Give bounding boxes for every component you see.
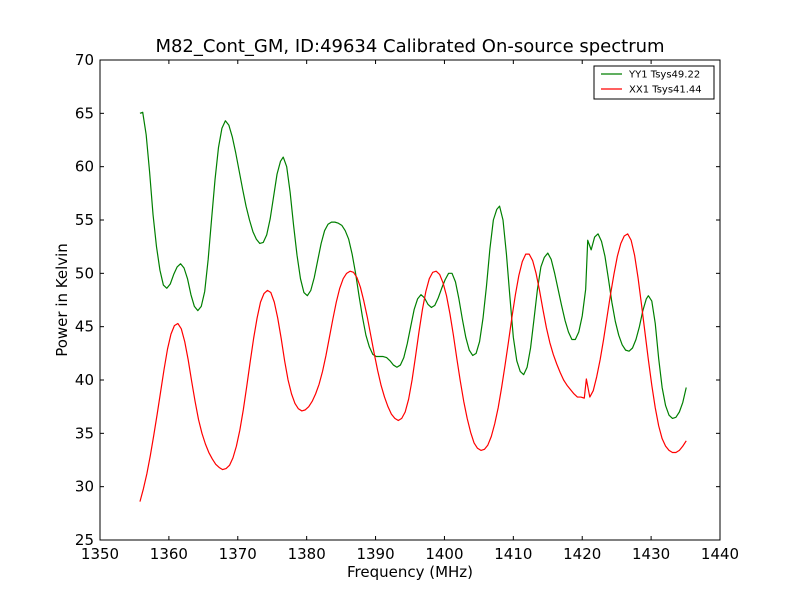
chart-title: M82_Cont_GM, ID:49634 Calibrated On-sour…	[155, 36, 664, 57]
y-tick-label: 50	[75, 264, 94, 282]
x-tick-label: 1370	[219, 545, 257, 563]
x-tick-label: 1360	[150, 545, 188, 563]
series-line-yy1	[139, 111, 687, 419]
y-tick-label: 60	[75, 158, 94, 176]
y-axis-label: Power in Kelvin	[53, 243, 71, 357]
y-tick-label: 35	[75, 424, 94, 442]
x-tick-label: 1380	[288, 545, 326, 563]
series-layer	[139, 111, 687, 502]
y-tick-label: 25	[75, 531, 94, 549]
x-tick-label: 1420	[563, 545, 601, 563]
legend-label-yy1: YY1 Tsys49.22	[628, 70, 700, 81]
y-tick-label: 70	[75, 51, 94, 69]
x-tick-label: 1350	[81, 545, 119, 563]
y-axis: 25 30 35 40 45 50 55 60 65 70	[75, 51, 720, 549]
x-tick-label: 1400	[425, 545, 463, 563]
plot-frame	[99, 59, 721, 541]
legend: YY1 Tsys49.22 XX1 Tsys41.44	[593, 65, 715, 100]
x-tick-label: 1440	[701, 545, 739, 563]
plot-area	[99, 59, 721, 541]
x-tick-label: 1430	[632, 545, 670, 563]
y-tick-label: 65	[75, 104, 94, 122]
y-tick-label: 55	[75, 211, 94, 229]
x-axis: 1350 1360 1370 1380 1390 1400 1410 1420 1430 1440	[81, 60, 739, 563]
y-tick-label: 40	[75, 371, 94, 389]
series-line-xx1	[139, 233, 687, 502]
y-tick-label: 45	[75, 318, 94, 336]
y-tick-label: 30	[75, 478, 94, 496]
legend-label-xx1: XX1 Tsys41.44	[629, 85, 702, 96]
x-tick-label: 1410	[494, 545, 532, 563]
x-axis-label: Frequency (MHz)	[347, 563, 473, 581]
x-tick-label: 1390	[356, 545, 394, 563]
legend-box	[593, 65, 715, 100]
